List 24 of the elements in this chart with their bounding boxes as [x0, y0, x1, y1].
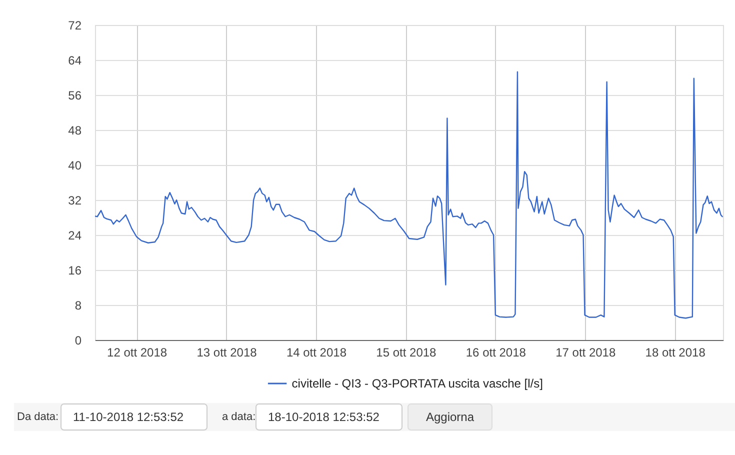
- y-tick-label: 72: [68, 18, 82, 32]
- x-tick-label: 16 ott 2018: [466, 346, 526, 360]
- text: Aggiorna: [426, 410, 474, 424]
- x-tick-label: 18 ott 2018: [645, 346, 706, 360]
- y-tick-label: 48: [68, 124, 82, 138]
- x-tick-label: 12 ott 2018: [107, 346, 168, 360]
- x-tick-label: 14 ott 2018: [286, 346, 347, 360]
- y-tick-label: 32: [68, 194, 82, 208]
- legend-label: civitelle - QI3 - Q3-PORTATA uscita vasche [l/s]: [292, 376, 543, 390]
- y-tick-label: 56: [68, 88, 82, 102]
- y-tick-label: 40: [68, 158, 82, 172]
- y-tick-label: 0: [74, 334, 82, 348]
- text: 11-10-2018 12:53:52: [73, 410, 184, 424]
- x-tick-label: 15 ott 2018: [376, 346, 437, 360]
- y-tick-label: 16: [68, 264, 82, 278]
- y-tick-label: 24: [68, 228, 82, 242]
- text: a data:: [222, 411, 256, 423]
- text: 18-10-2018 12:53:52: [268, 410, 380, 424]
- x-tick-label: 13 ott 2018: [196, 346, 258, 360]
- y-tick-label: 8: [74, 298, 82, 312]
- y-tick-label: 64: [68, 54, 82, 68]
- text: Da data:: [17, 411, 59, 423]
- line-series: [95, 71, 723, 319]
- x-tick-label: 17 ott 2018: [556, 346, 616, 360]
